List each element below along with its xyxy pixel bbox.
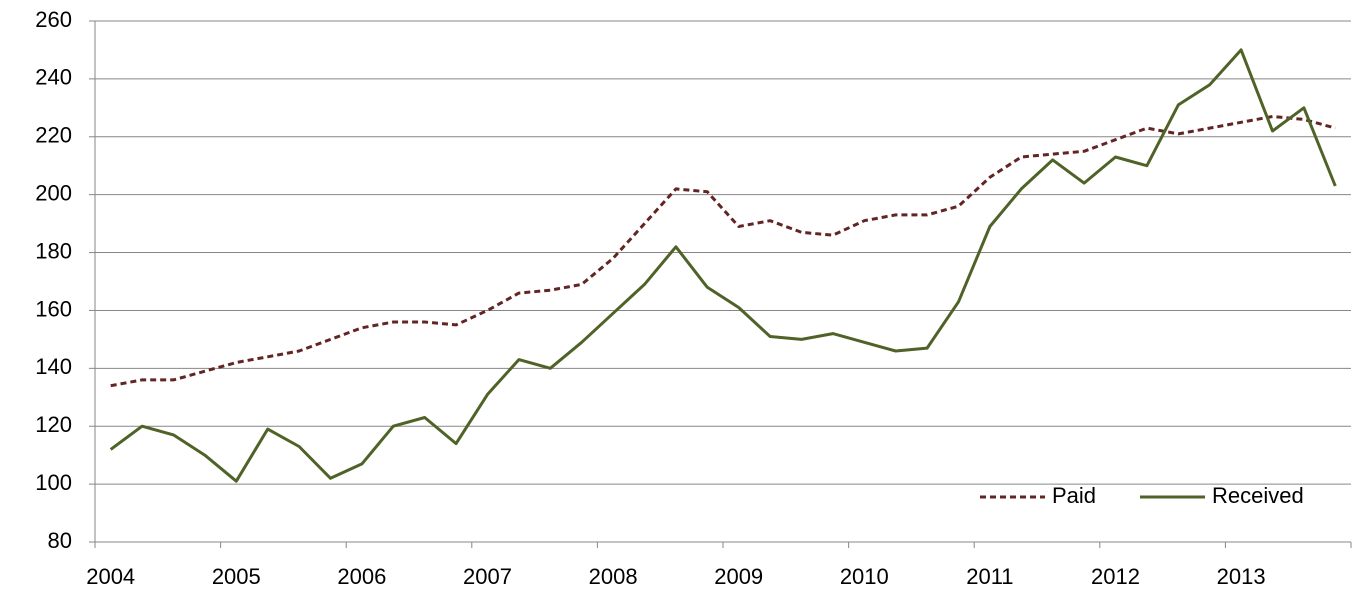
x-tick-label: 2011 [966, 564, 1013, 589]
x-tick-label: 2013 [1217, 564, 1266, 589]
x-tick-label: 2010 [840, 564, 889, 589]
legend-label: Received [1212, 483, 1304, 508]
x-tick-label: 2008 [589, 564, 638, 589]
y-tick-label: 160 [35, 296, 72, 321]
y-tick-label: 80 [48, 528, 72, 553]
x-tick-label: 2004 [86, 564, 135, 589]
y-tick-label: 200 [35, 180, 72, 205]
y-tick-label: 100 [35, 470, 72, 495]
y-tick-label: 220 [35, 123, 72, 148]
series-line [109, 48, 1337, 483]
y-tick-label: 180 [35, 238, 72, 263]
x-tick-label: 2012 [1091, 564, 1140, 589]
x-tick-label: 2009 [714, 564, 763, 589]
legend-label: Paid [1052, 483, 1096, 508]
series-line [110, 115, 1336, 388]
y-tick-label: 140 [35, 354, 72, 379]
x-tick-label: 2005 [212, 564, 261, 589]
y-tick-label: 240 [35, 65, 72, 90]
x-tick-label: 2006 [337, 564, 386, 589]
y-tick-label: 120 [35, 412, 72, 437]
y-tick-label: 260 [35, 7, 72, 32]
x-tick-label: 2007 [463, 564, 512, 589]
